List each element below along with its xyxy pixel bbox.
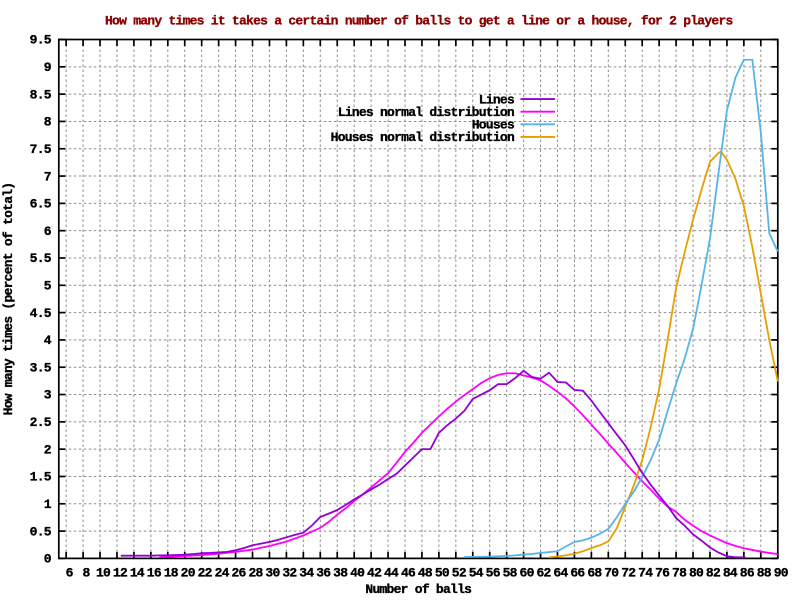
svg-text:10: 10	[96, 566, 111, 581]
svg-text:84: 84	[723, 566, 738, 581]
svg-text:5: 5	[44, 279, 52, 294]
svg-text:6: 6	[44, 224, 52, 239]
svg-text:6: 6	[66, 566, 74, 581]
svg-text:8: 8	[83, 566, 91, 581]
svg-text:32: 32	[282, 566, 297, 581]
svg-text:0.5: 0.5	[30, 524, 52, 539]
svg-text:78: 78	[672, 566, 687, 581]
svg-text:50: 50	[435, 566, 450, 581]
svg-text:Lines: Lines	[479, 92, 515, 107]
svg-text:12: 12	[113, 566, 128, 581]
svg-text:1.5: 1.5	[30, 470, 52, 485]
svg-text:Houses normal distribution: Houses normal distribution	[331, 130, 515, 145]
svg-text:14: 14	[130, 566, 145, 581]
svg-text:58: 58	[503, 566, 518, 581]
svg-text:62: 62	[536, 566, 551, 581]
svg-text:Number of balls: Number of balls	[365, 582, 472, 597]
svg-text:9: 9	[44, 60, 52, 75]
svg-text:3: 3	[44, 388, 52, 403]
svg-text:88: 88	[757, 566, 772, 581]
svg-text:4.5: 4.5	[30, 306, 52, 321]
svg-text:82: 82	[706, 566, 721, 581]
svg-text:24: 24	[215, 566, 230, 581]
svg-text:1: 1	[44, 497, 52, 512]
svg-text:Houses: Houses	[472, 118, 515, 133]
svg-text:34: 34	[299, 566, 314, 581]
svg-text:76: 76	[655, 566, 670, 581]
svg-text:40: 40	[350, 566, 365, 581]
svg-text:9.5: 9.5	[30, 33, 52, 48]
svg-text:56: 56	[486, 566, 501, 581]
svg-text:6.5: 6.5	[30, 197, 52, 212]
svg-text:52: 52	[452, 566, 467, 581]
svg-text:48: 48	[418, 566, 433, 581]
svg-text:64: 64	[553, 566, 568, 581]
svg-text:42: 42	[367, 566, 382, 581]
svg-text:30: 30	[265, 566, 280, 581]
svg-text:How many times it takes a cert: How many times it takes a certain number…	[105, 14, 734, 29]
svg-text:28: 28	[248, 566, 263, 581]
svg-text:60: 60	[520, 566, 535, 581]
svg-text:2.5: 2.5	[30, 415, 52, 430]
svg-text:2: 2	[44, 442, 52, 457]
svg-text:20: 20	[181, 566, 196, 581]
svg-text:16: 16	[147, 566, 162, 581]
svg-text:4: 4	[44, 333, 52, 348]
svg-text:7: 7	[44, 169, 51, 184]
svg-text:3.5: 3.5	[30, 360, 52, 375]
svg-text:90: 90	[774, 566, 789, 581]
svg-text:70: 70	[604, 566, 619, 581]
svg-text:7.5: 7.5	[30, 142, 52, 157]
svg-text:38: 38	[333, 566, 348, 581]
svg-text:72: 72	[621, 566, 636, 581]
svg-text:8.5: 8.5	[30, 87, 52, 102]
svg-text:18: 18	[164, 566, 179, 581]
svg-text:74: 74	[638, 566, 653, 581]
svg-text:22: 22	[198, 566, 213, 581]
svg-text:36: 36	[316, 566, 331, 581]
svg-text:66: 66	[570, 566, 585, 581]
svg-text:86: 86	[740, 566, 755, 581]
svg-text:26: 26	[232, 566, 247, 581]
svg-text:44: 44	[384, 566, 399, 581]
svg-text:5.5: 5.5	[30, 251, 52, 266]
svg-text:68: 68	[587, 566, 602, 581]
svg-text:0: 0	[44, 552, 52, 567]
svg-text:80: 80	[689, 566, 704, 581]
svg-text:8: 8	[44, 115, 52, 130]
svg-text:Lines normal distribution: Lines normal distribution	[338, 105, 515, 120]
svg-text:46: 46	[401, 566, 416, 581]
svg-text:54: 54	[469, 566, 484, 581]
svg-text:How many times (percent of tot: How many times (percent of total)	[1, 183, 16, 416]
